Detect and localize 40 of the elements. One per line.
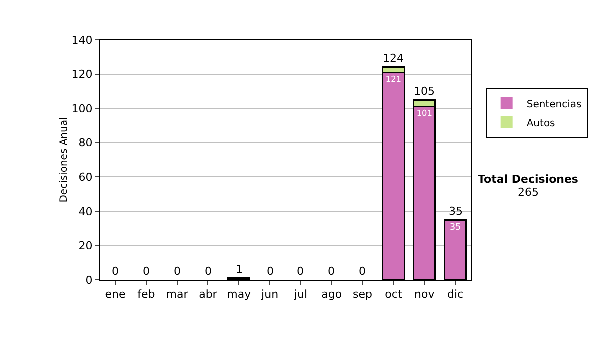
y-tick-label: 40 xyxy=(78,205,93,218)
y-tick-label: 0 xyxy=(86,274,93,287)
data-label: 35 xyxy=(450,223,462,233)
total-label: 0 xyxy=(297,265,304,278)
y-tick-label: 20 xyxy=(78,240,93,253)
x-tick-label: ene xyxy=(105,288,126,302)
total-label: 124 xyxy=(383,52,404,65)
legend-label: Sentencias xyxy=(526,99,582,110)
total-label: 0 xyxy=(205,265,212,278)
total-label: 105 xyxy=(414,85,435,98)
total-label: 0 xyxy=(267,265,274,278)
data-label: 101 xyxy=(416,108,432,118)
x-tick-label: ago xyxy=(322,288,342,302)
x-tick-label: dic xyxy=(447,288,464,302)
x-tick-label: feb xyxy=(138,288,156,302)
total-label: 0 xyxy=(328,265,335,278)
total-label: 0 xyxy=(174,265,181,278)
total-label: 0 xyxy=(143,265,150,278)
total-label: 0 xyxy=(112,265,119,278)
data-label: 121 xyxy=(386,74,402,84)
total-label: 1 xyxy=(236,263,243,276)
y-tick-label: 140 xyxy=(72,34,93,47)
y-tick-label: 60 xyxy=(78,170,93,184)
x-tick-label: sep xyxy=(353,288,373,302)
x-tick-label: oct xyxy=(385,288,403,302)
text: 265 xyxy=(518,186,539,199)
total-label: 0 xyxy=(359,265,366,278)
y-tick-label: 80 xyxy=(78,136,93,150)
legend-label: Autos xyxy=(526,118,556,130)
y-tick-label: 100 xyxy=(72,102,93,116)
x-tick-label: may xyxy=(227,288,252,302)
x-tick-label: jul xyxy=(293,288,308,302)
y-axis-title: Decisiones Anual xyxy=(58,117,70,203)
x-tick-label: jun xyxy=(260,288,279,302)
text: Total Decisiones xyxy=(478,173,579,186)
y-tick-label: 120 xyxy=(72,68,93,82)
x-tick-label: abr xyxy=(199,288,218,302)
total-label: 35 xyxy=(449,205,463,218)
x-tick-label: mar xyxy=(166,288,189,302)
x-tick-label: nov xyxy=(414,288,436,302)
